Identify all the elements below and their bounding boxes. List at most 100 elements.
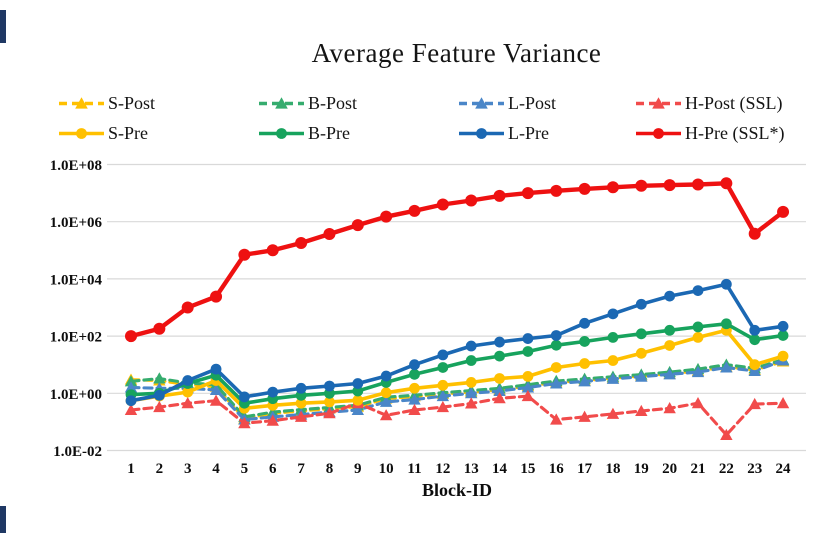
data-point-marker <box>125 395 137 407</box>
legend-marker-icon <box>59 97 104 109</box>
series-line <box>129 358 785 422</box>
legend-marker-icon <box>259 128 304 139</box>
x-tick-label: 15 <box>520 461 535 477</box>
data-point-marker <box>436 400 450 413</box>
data-point-marker <box>182 386 194 398</box>
x-axis-title: Block-ID <box>422 480 492 500</box>
data-point-marker <box>748 227 761 240</box>
data-point-marker <box>749 324 761 336</box>
data-point-marker <box>465 340 477 352</box>
x-tick-label: 23 <box>747 461 762 477</box>
data-point-marker <box>380 210 393 223</box>
data-point-marker <box>437 379 449 391</box>
legend-marker-icon <box>636 97 681 109</box>
data-point-marker <box>493 392 506 404</box>
data-point-marker <box>323 407 336 419</box>
data-point-marker <box>607 355 619 366</box>
data-point-marker <box>635 179 648 192</box>
data-point-marker <box>579 317 590 329</box>
x-tick-label: 11 <box>407 461 421 477</box>
data-point-marker <box>606 181 619 194</box>
legend-label: L-Pre <box>508 122 549 143</box>
data-point-marker <box>351 219 364 232</box>
data-point-marker <box>494 336 505 348</box>
x-tick-label: 5 <box>241 461 249 477</box>
data-point-marker <box>465 194 478 207</box>
x-tick-label: 18 <box>605 461 620 477</box>
data-point-marker <box>209 394 223 406</box>
x-tick-label: 7 <box>297 461 305 477</box>
data-point-marker <box>635 328 647 340</box>
legend-label: H-Pre (SSL*) <box>685 122 785 143</box>
data-point-marker <box>153 372 166 384</box>
data-point-marker <box>607 308 619 320</box>
x-tick-label: 20 <box>662 461 677 477</box>
data-point-marker <box>663 368 676 380</box>
data-point-marker <box>182 375 194 386</box>
series-line <box>128 181 786 339</box>
y-tick-label: 1.0E+06 <box>50 215 103 231</box>
data-point-marker <box>550 184 563 197</box>
data-point-marker <box>748 364 761 377</box>
legend-circle-marker <box>76 128 87 139</box>
data-point-marker <box>522 333 534 344</box>
legend-marker-icon <box>636 128 681 139</box>
legend-label: H-Post (SSL) <box>685 92 783 113</box>
data-point-marker <box>324 380 335 392</box>
data-point-marker <box>465 377 477 388</box>
y-tick-label: 1.0E+08 <box>50 158 102 174</box>
data-point-marker <box>210 363 222 375</box>
legend-triangle-marker <box>275 97 288 109</box>
data-point-marker <box>494 350 505 362</box>
data-point-marker <box>351 403 364 416</box>
data-point-marker <box>209 383 223 396</box>
data-point-marker <box>436 389 450 402</box>
data-point-marker <box>692 285 704 296</box>
data-point-marker <box>720 428 733 440</box>
x-tick-label: 9 <box>354 461 362 477</box>
legend-triangle-marker <box>652 97 665 109</box>
data-point-marker <box>777 330 789 341</box>
x-tick-label: 14 <box>492 461 508 477</box>
x-tick-label: 24 <box>776 461 792 477</box>
x-tick-label: 21 <box>691 461 706 477</box>
legend-item-s-post: S-Post <box>58 90 155 116</box>
series-H-Pre (SSL*) <box>125 177 790 343</box>
legend-circle-marker <box>276 128 287 139</box>
data-point-marker <box>550 339 562 351</box>
data-point-marker <box>408 393 421 405</box>
data-point-marker <box>409 368 420 380</box>
data-point-marker <box>437 362 449 373</box>
data-point-marker <box>210 290 223 303</box>
x-tick-label: 22 <box>719 461 734 477</box>
legend-marker-icon <box>59 128 104 139</box>
data-point-marker <box>578 182 591 195</box>
legend-label: S-Post <box>108 92 156 113</box>
data-point-marker <box>550 377 563 389</box>
gridlines: 1.0E+08 1.0E+06 1.0E+04 1.0E+02 1.0E+00 1.0E-… <box>50 158 806 460</box>
x-tick-label: 4 <box>212 461 220 477</box>
data-point-marker <box>522 370 534 382</box>
x-tick-label: 8 <box>326 461 334 477</box>
data-point-marker <box>124 403 138 416</box>
x-tick-label: 16 <box>549 461 565 477</box>
data-point-marker <box>521 187 534 200</box>
legend-marker-icon <box>459 97 504 109</box>
legend-item-l-pre: L-Pre <box>458 120 549 146</box>
series-line <box>129 394 785 437</box>
data-point-marker <box>550 362 562 373</box>
legend-item-s-pre: S-Pre <box>58 120 148 146</box>
data-point-marker <box>635 347 647 359</box>
data-point-marker <box>664 340 676 351</box>
data-point-marker <box>550 330 562 341</box>
x-axis: 1 2 3 4 5 6 7 8 9 10 11 12 13 14 15 16 17 18 19 20 21 22 23 24B… <box>127 461 791 500</box>
data-point-marker <box>380 387 392 399</box>
data-point-marker <box>352 394 364 406</box>
data-point-marker <box>692 321 704 333</box>
x-tick-label: 3 <box>184 461 192 477</box>
legend-item-b-pre: B-Pre <box>258 120 350 146</box>
legend-label: S-Pre <box>108 122 148 143</box>
x-tick-label: 12 <box>435 461 450 477</box>
legend-triangle-marker <box>75 97 88 109</box>
